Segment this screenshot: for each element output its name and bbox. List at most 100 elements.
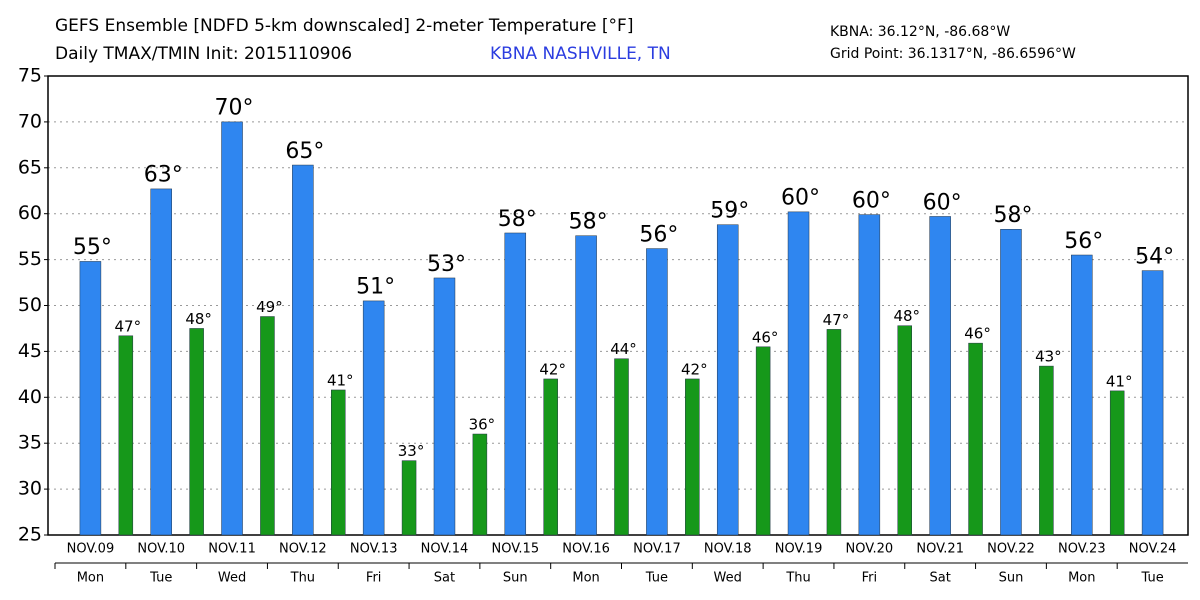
weekday-label: Thu — [290, 571, 315, 586]
value-label: 54° — [1135, 244, 1174, 269]
bar — [1039, 365, 1054, 536]
value-label: 70° — [215, 96, 254, 121]
y-tick-label: 35 — [18, 432, 42, 454]
weekday-label: Sun — [999, 571, 1024, 586]
bar — [826, 329, 842, 536]
x-tick-label: NOV.14 — [421, 542, 469, 557]
bar — [614, 358, 629, 536]
bar — [1109, 390, 1125, 536]
weekday-label: Sun — [503, 571, 528, 586]
bar — [968, 342, 983, 536]
value-label: 46° — [752, 328, 779, 346]
y-tick-label: 40 — [18, 386, 42, 408]
weekday-label: Tue — [1140, 571, 1163, 586]
y-tick-label: 70 — [18, 110, 42, 132]
bar — [118, 335, 134, 536]
value-label: 49° — [256, 298, 283, 316]
bar — [331, 389, 346, 536]
value-label: 51° — [356, 275, 395, 300]
weekday-label: Thu — [785, 571, 810, 586]
weekday-label: Fri — [366, 571, 382, 586]
weekday-label: Tue — [645, 571, 668, 586]
value-label: 41° — [327, 371, 354, 389]
value-label: 60° — [852, 188, 891, 213]
value-label: 47° — [823, 311, 850, 329]
value-label: 42° — [681, 360, 708, 378]
weekday-label: Fri — [862, 571, 878, 586]
y-tick-label: 65 — [18, 156, 42, 178]
station-coords: KBNA: 36.12°N, -86.68°W — [830, 24, 1010, 40]
value-label: 59° — [710, 199, 749, 224]
bar — [504, 232, 527, 536]
weekday-label: Sat — [929, 571, 950, 586]
value-label: 47° — [115, 317, 142, 335]
x-tick-label: NOV.18 — [704, 542, 752, 557]
bar — [755, 346, 771, 536]
value-label: 36° — [469, 416, 496, 434]
value-label: 55° — [73, 235, 112, 260]
bar — [646, 248, 668, 536]
value-label: 60° — [923, 190, 962, 215]
weekday-label: Wed — [714, 571, 742, 586]
bar — [575, 235, 597, 536]
bar — [362, 300, 385, 536]
station-name: KBNA NASHVILLE, TN — [490, 44, 671, 64]
value-label: 44° — [610, 340, 637, 358]
bar — [472, 433, 488, 536]
weekday-label: Sat — [434, 571, 455, 586]
value-label: 58° — [569, 210, 608, 235]
value-label: 46° — [964, 325, 991, 343]
value-label: 33° — [398, 442, 425, 460]
x-tick-label: NOV.13 — [350, 542, 398, 557]
y-tick-label: 45 — [18, 340, 42, 362]
bar — [189, 328, 204, 536]
value-label: 48° — [893, 307, 920, 325]
bar — [221, 121, 243, 536]
bar — [79, 261, 102, 536]
bar — [150, 188, 172, 536]
bar — [1141, 270, 1164, 536]
value-label: 56° — [1064, 229, 1103, 254]
bar — [433, 277, 456, 536]
x-tick-label: NOV.16 — [562, 542, 610, 557]
grid-point: Grid Point: 36.1317°N, -86.6596°W — [830, 46, 1076, 62]
bar — [787, 211, 810, 536]
bar — [897, 325, 912, 536]
bar — [401, 460, 417, 536]
x-tick-label: NOV.10 — [137, 542, 185, 557]
bar — [685, 378, 700, 536]
value-label: 42° — [539, 360, 566, 378]
value-label: 41° — [1106, 372, 1133, 390]
chart-title: GEFS Ensemble [NDFD 5-km downscaled] 2-m… — [55, 16, 633, 36]
bar — [260, 316, 275, 536]
x-tick-label: NOV.11 — [208, 542, 256, 557]
weekday-label: Mon — [77, 571, 104, 586]
y-tick-label: 50 — [18, 294, 42, 316]
x-tick-label: NOV.20 — [846, 542, 894, 557]
y-tick-label: 30 — [18, 478, 42, 500]
bar — [1000, 229, 1022, 536]
y-tick-label: 55 — [18, 248, 42, 270]
value-label: 53° — [427, 252, 466, 277]
value-label: 60° — [781, 186, 820, 211]
x-tick-label: NOV.22 — [987, 542, 1035, 557]
weekday-label: Mon — [1068, 571, 1095, 586]
weekday-label: Tue — [149, 571, 172, 586]
bar — [1071, 254, 1093, 536]
weekday-label: Mon — [572, 571, 599, 586]
bar — [929, 216, 951, 536]
x-tick-label: NOV.23 — [1058, 542, 1106, 557]
x-tick-label: NOV.17 — [633, 542, 681, 557]
bar — [543, 378, 558, 536]
bar — [292, 164, 314, 536]
x-tick-label: NOV.12 — [279, 542, 327, 557]
chart-subtitle: Daily TMAX/TMIN Init: 2015110906 — [55, 44, 352, 64]
value-label: 58° — [498, 207, 537, 232]
bar — [716, 224, 739, 536]
weekday-label: Wed — [218, 571, 246, 586]
y-tick-label: 25 — [18, 524, 42, 546]
bar — [858, 214, 881, 536]
value-label: 48° — [185, 310, 212, 328]
x-tick-label: NOV.19 — [775, 542, 823, 557]
